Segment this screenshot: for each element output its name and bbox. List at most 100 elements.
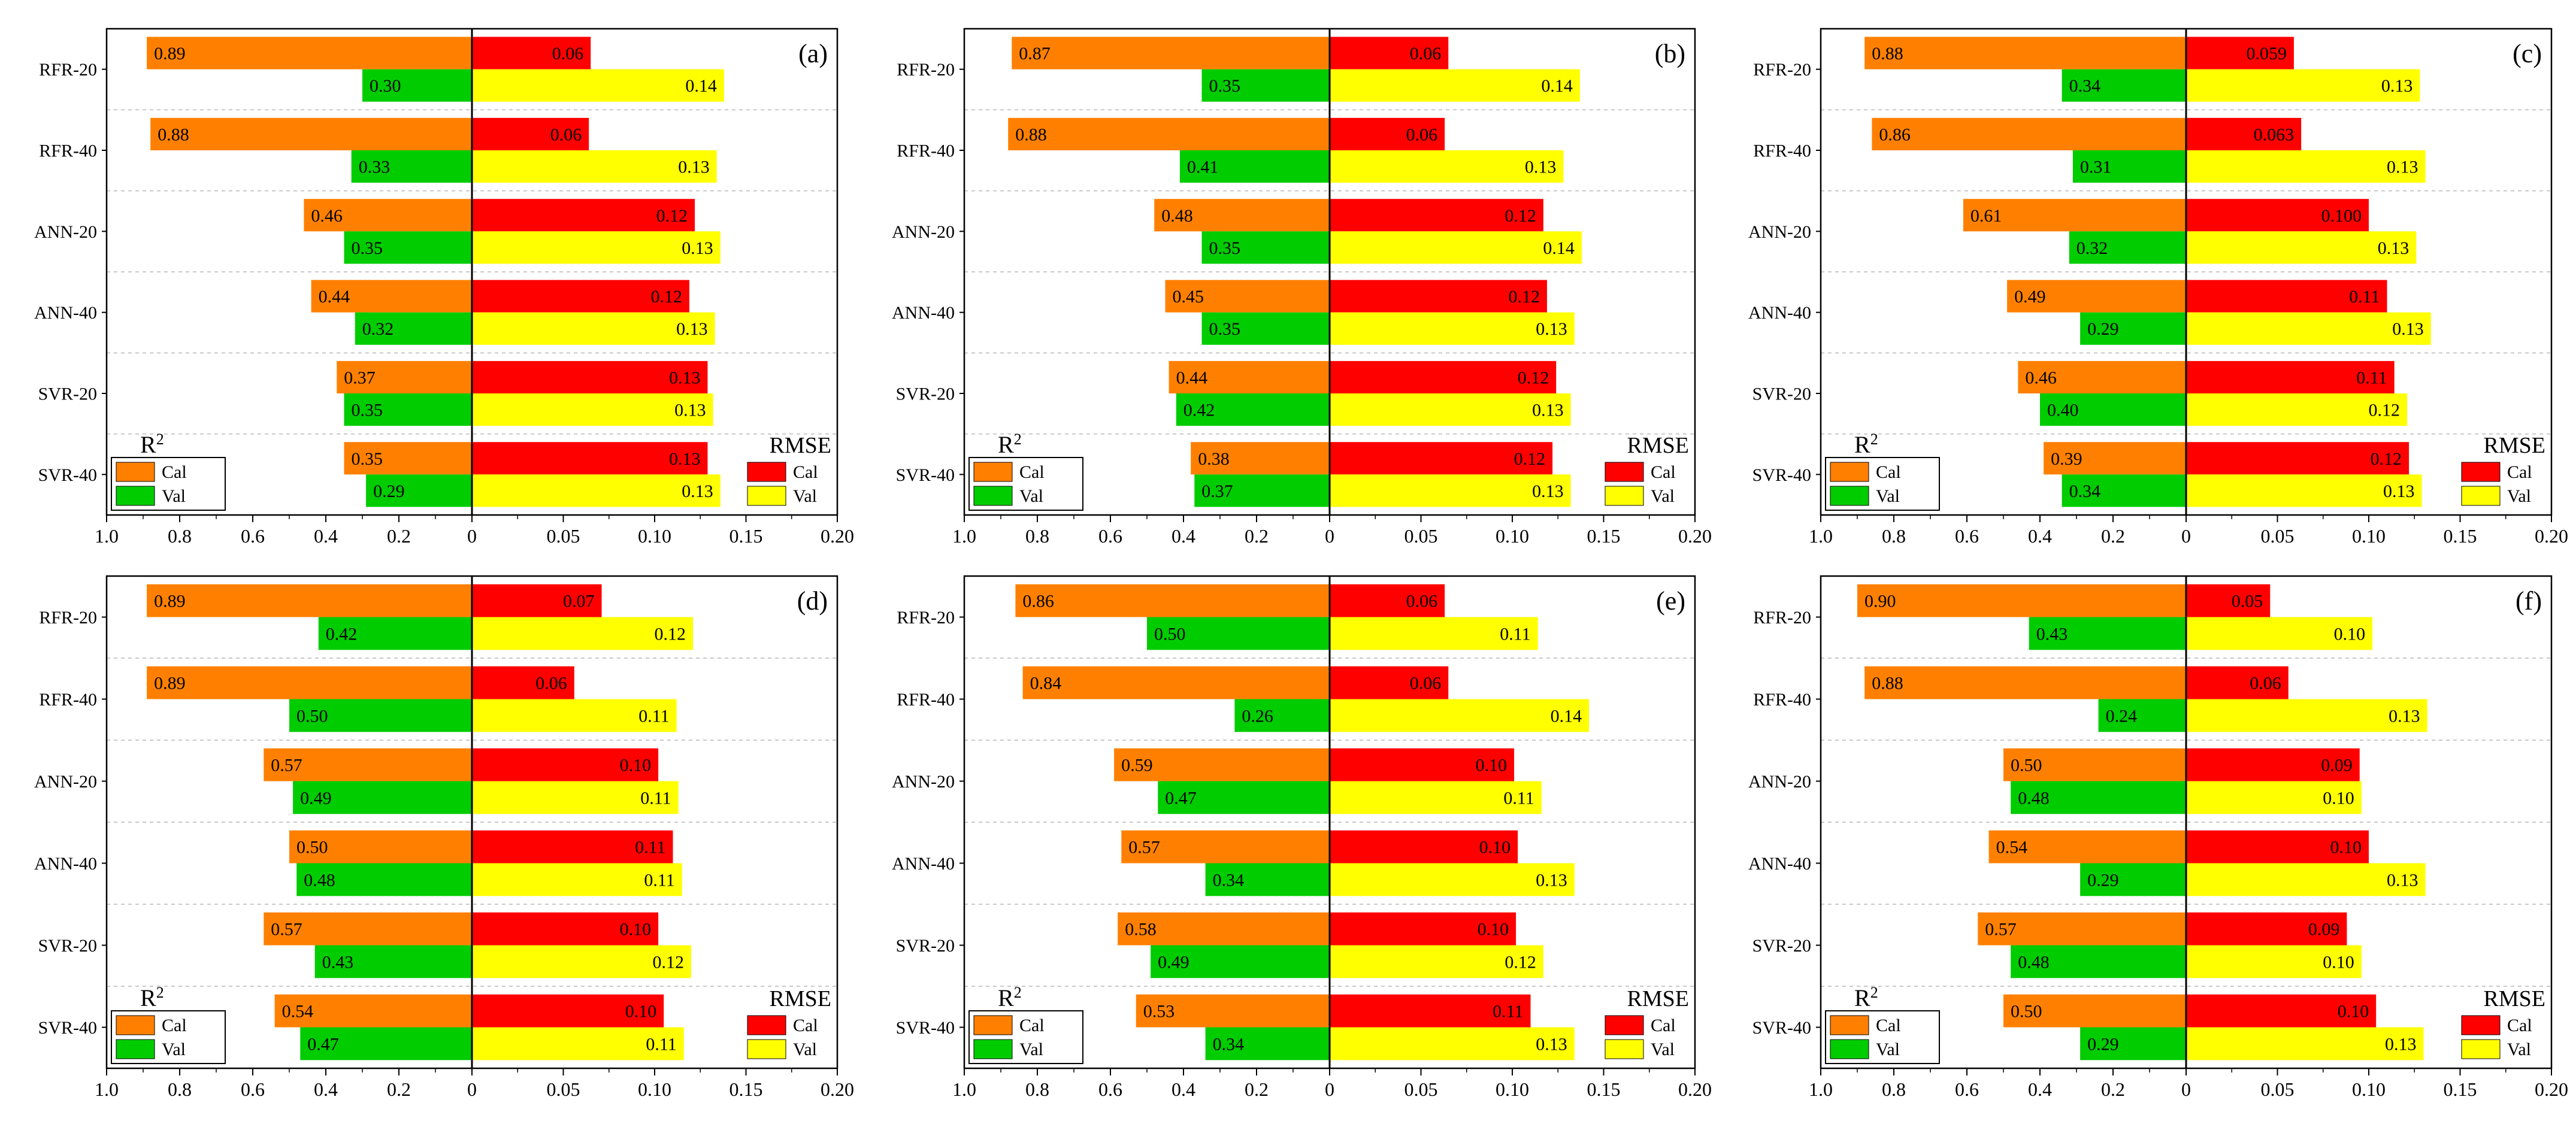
- r2-cal-label: 0.57: [271, 756, 302, 775]
- r2-val-bar: [318, 617, 472, 650]
- rmse-val-label: 0.13: [2381, 76, 2413, 96]
- r2-legend: R2 Cal Val: [1825, 431, 1940, 511]
- rmse-cal-label: 0.09: [2321, 756, 2353, 775]
- rmse-val-bar: [1330, 617, 1538, 650]
- r2-cal-label: 0.44: [1176, 368, 1208, 387]
- r2-legend-title: R2: [140, 984, 164, 1011]
- r2-cal-label: 0.50: [2011, 756, 2042, 775]
- rmse-legend-cal-label: Cal: [2507, 462, 2532, 482]
- r2-val-label: 0.49: [1158, 952, 1189, 972]
- rmse-val-bar: [2186, 781, 2362, 814]
- rmse-legend-val-swatch: [2461, 1039, 2501, 1059]
- r2-cal-label: 0.89: [154, 674, 186, 693]
- rmse-legend-val-label: Val: [1651, 486, 1675, 506]
- rmse-val-label: 0.13: [676, 319, 708, 339]
- x-tick-label: 0.15: [1587, 525, 1621, 547]
- x-tick-label: 0: [467, 525, 477, 547]
- panel-a: 0.89 0.30 0.06 0.14 RFR-20 0.88 0.33 0.06 0.13 RF…: [34, 28, 854, 547]
- rmse-cal-bar: [1330, 37, 1449, 69]
- r2-cal-bar: [1872, 117, 2186, 150]
- rmse-cal-bar: [1330, 442, 1553, 475]
- rmse-val-bar: [1330, 150, 1564, 183]
- x-tick-label: 0.4: [1172, 1078, 1195, 1100]
- rmse-legend-cal-label: Cal: [1651, 1016, 1676, 1035]
- r2-legend-val-label: Val: [1876, 486, 1900, 506]
- r2-cal-bar: [1857, 584, 2186, 617]
- x-tick-label: 0.20: [1678, 1078, 1712, 1100]
- rmse-val-bar: [1330, 781, 1542, 814]
- rmse-legend-val-swatch: [1605, 486, 1644, 506]
- rmse-val-label: 0.14: [1551, 706, 1582, 726]
- x-tick-label: 1.0: [1809, 1078, 1833, 1100]
- r2-val-bar: [300, 1027, 472, 1061]
- rmse-legend-title: RMSE: [770, 986, 831, 1011]
- r2-cal-bar: [337, 360, 472, 393]
- rmse-legend: RMSE Cal Val: [744, 986, 834, 1064]
- x-tick-label: 1.0: [95, 1078, 119, 1100]
- category-label: SVR-20: [896, 384, 955, 404]
- r2-val-bar: [296, 863, 472, 896]
- rmse-val-bar: [1330, 393, 1571, 426]
- r2-val-bar: [1201, 312, 1330, 345]
- category-label: ANN-40: [34, 854, 97, 874]
- r2-cal-bar: [147, 666, 473, 699]
- r2-cal-bar: [1154, 199, 1330, 232]
- r2-legend-cal-swatch: [1830, 1015, 1869, 1035]
- rmse-cal-label: 0.063: [2254, 125, 2295, 144]
- r2-val-bar: [2072, 150, 2186, 183]
- rmse-cal-bar: [2186, 280, 2387, 313]
- r2-cal-label: 0.61: [1970, 206, 2002, 226]
- rmse-val-bar: [2186, 945, 2362, 978]
- x-tick-label: 0: [2181, 1078, 2191, 1100]
- rmse-val-label: 0.11: [1500, 624, 1530, 644]
- x-tick-label: 0.15: [2444, 525, 2477, 547]
- category-label: RFR-20: [897, 608, 955, 628]
- r2-cal-label: 0.57: [1128, 838, 1160, 858]
- r2-legend: R2 Cal Val: [111, 984, 226, 1064]
- rmse-cal-bar: [2186, 748, 2360, 781]
- r2-cal-bar: [1136, 994, 1330, 1028]
- rmse-cal-bar: [1330, 117, 1445, 150]
- rmse-cal-bar: [2186, 360, 2395, 393]
- rmse-val-label: 0.11: [1503, 788, 1534, 808]
- rmse-legend-cal-label: Cal: [793, 462, 818, 482]
- x-tick-label: 0.4: [314, 1078, 338, 1100]
- r2-cal-label: 0.86: [1879, 125, 1911, 144]
- x-tick-label: 0.6: [1955, 1078, 1979, 1100]
- r2-cal-bar: [2044, 442, 2186, 475]
- rmse-val-bar: [1330, 863, 1575, 896]
- rmse-cal-bar: [2186, 830, 2369, 864]
- x-tick-label: 0.15: [729, 525, 763, 547]
- r2-legend-val-swatch: [973, 486, 1013, 506]
- rmse-cal-bar: [1330, 748, 1515, 781]
- rmse-cal-label: 0.13: [669, 368, 701, 387]
- category-label: RFR-20: [39, 60, 97, 80]
- x-tick-label: 0.05: [1404, 1078, 1438, 1100]
- rmse-val-bar: [1330, 312, 1575, 345]
- rmse-val-label: 0.10: [2334, 624, 2366, 644]
- category-label: ANN-40: [34, 303, 97, 323]
- r2-val-label: 0.43: [322, 952, 354, 972]
- r2-legend-val-swatch: [1830, 1039, 1869, 1059]
- panel-label: (d): [797, 586, 828, 616]
- rmse-val-label: 0.13: [674, 401, 706, 420]
- r2-val-label: 0.37: [1201, 481, 1233, 501]
- rmse-val-bar: [1330, 69, 1580, 102]
- rmse-cal-label: 0.07: [563, 592, 595, 611]
- r2-val-label: 0.35: [352, 401, 383, 420]
- panel-label: (c): [2513, 39, 2542, 68]
- r2-cal-bar: [2003, 994, 2186, 1028]
- r2-val-bar: [1201, 69, 1330, 102]
- r2-cal-bar: [1978, 912, 2186, 946]
- rmse-cal-label: 0.11: [2356, 368, 2387, 387]
- r2-cal-label: 0.54: [282, 1002, 313, 1022]
- r2-superscript: 2: [1870, 431, 1878, 448]
- rmse-cal-label: 0.12: [1505, 206, 1536, 226]
- rmse-val-bar: [2186, 69, 2420, 102]
- category-label: ANN-40: [1748, 303, 1811, 323]
- r2-val-label: 0.35: [1209, 319, 1241, 339]
- category-label: ANN-20: [1748, 222, 1811, 242]
- rmse-val-label: 0.13: [2387, 870, 2418, 890]
- rmse-val-bar: [472, 699, 677, 732]
- r2-val-label: 0.48: [304, 870, 335, 890]
